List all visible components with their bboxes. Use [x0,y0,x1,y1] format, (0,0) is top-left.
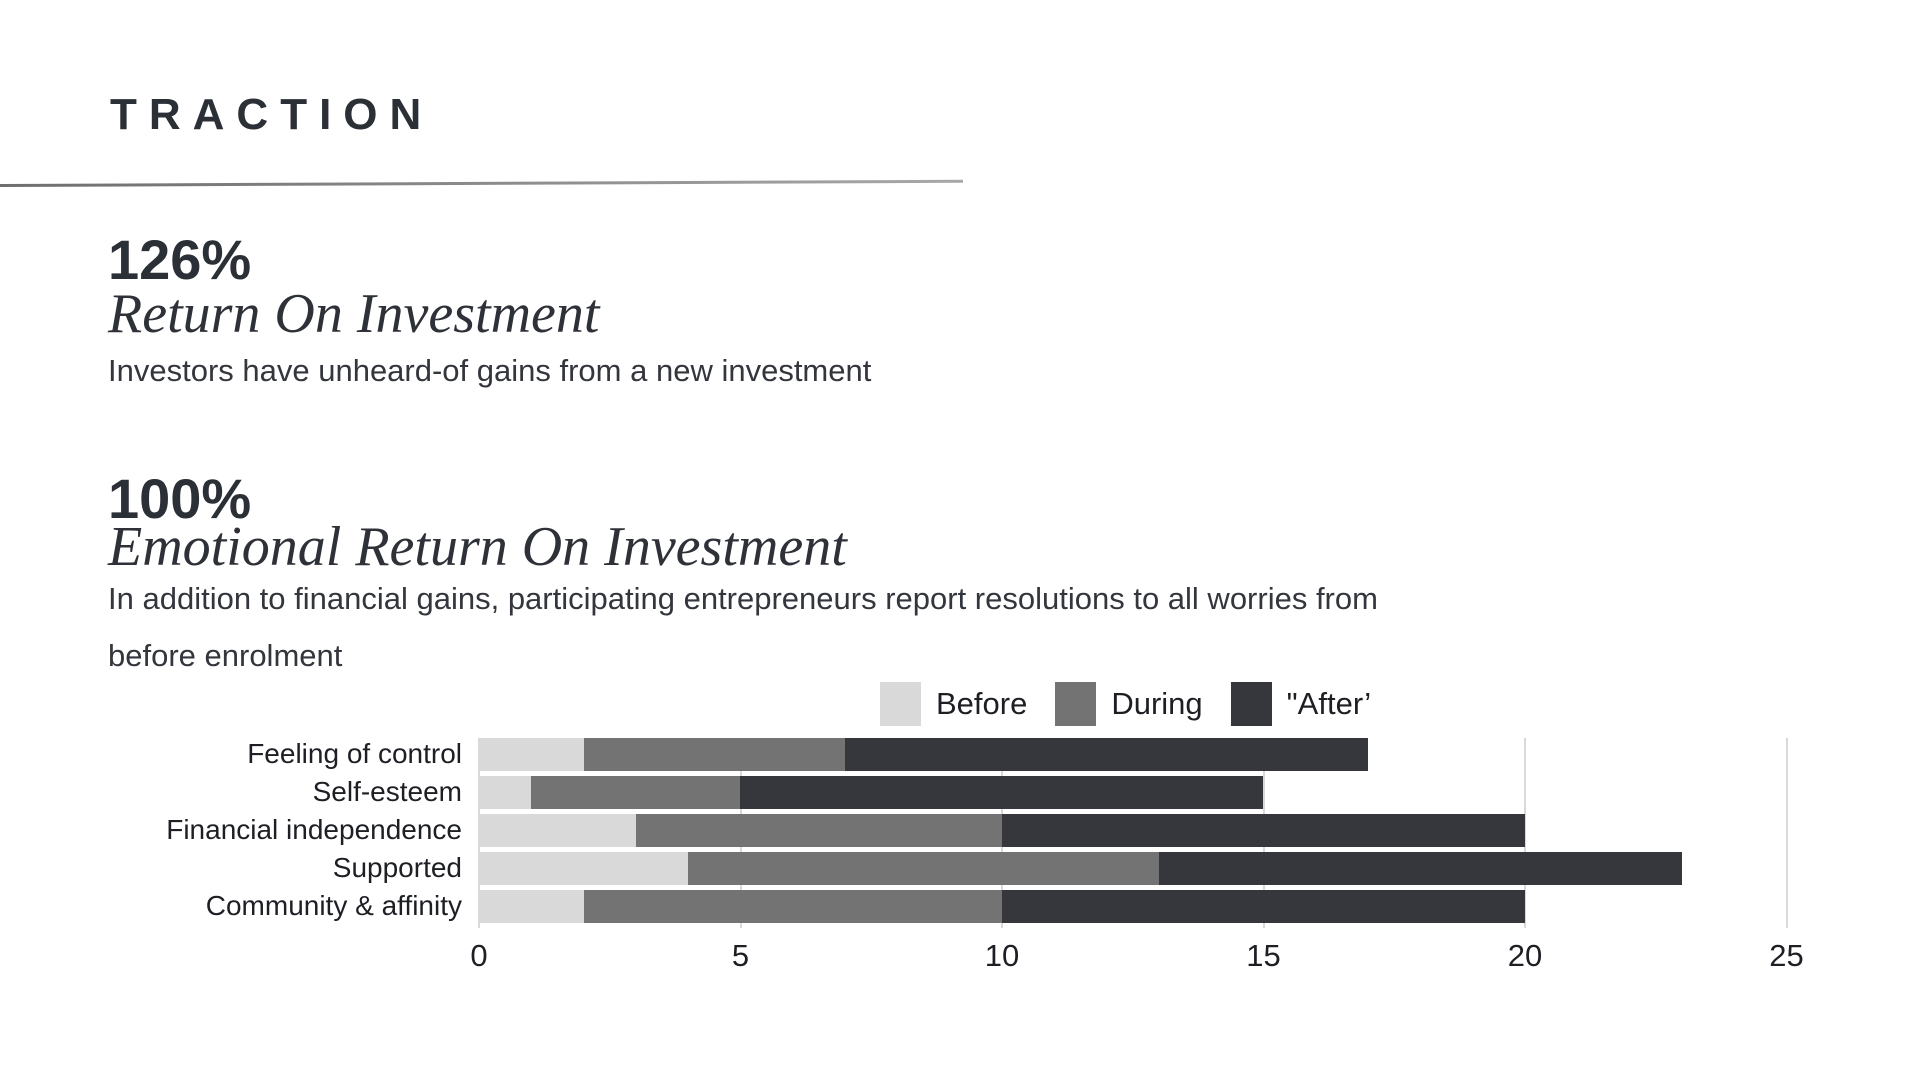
bar-segment [479,890,584,923]
x-tick-label: 15 [1246,938,1281,973]
bar-row [479,814,1525,847]
stat-value-emotional-roi: 100% [108,467,252,530]
bar-segment [635,814,1002,847]
header-divider [0,179,963,187]
bar-segment [531,776,741,809]
bar-segment [1001,890,1525,923]
bar-segment [583,738,846,771]
legend-label: During [1111,686,1203,721]
category-label: Supported [332,852,462,883]
bar-segment [479,776,532,809]
bar-segment [583,890,1002,923]
bar-row [479,738,1369,771]
legend-swatch-icon [1230,682,1272,726]
x-tick-label: 25 [1769,938,1804,973]
chart-x-axis: 0 5 10 15 20 25 [470,938,1879,978]
category-label: Feeling of control [247,738,462,769]
legend-swatch-icon [880,682,921,726]
x-tick-label: 20 [1507,938,1543,973]
legend-swatch-icon [1055,682,1097,726]
chart-legend: Before During "After’ [880,682,1371,726]
category-label: Financial independence [166,814,462,845]
bar-segment [688,852,1159,885]
chart-plot-area [478,738,1829,928]
stat-description-emotional-roi: In addition to financial gains, particip… [108,581,1378,673]
stat-value-roi: 126% [108,228,252,291]
bar-row [479,890,1525,923]
x-tick-label: 10 [984,938,1020,973]
legend-item-1: Before [880,682,1027,726]
bar-segment [740,776,1264,809]
stat-description-roi: Investors have unheard-of gains from a n… [108,353,872,388]
bar-segment [479,738,584,771]
legend-item-3: "After’ [1230,682,1372,726]
gridline [1785,738,1788,928]
bar-row [479,776,1264,809]
category-label: Self-esteem [312,776,462,807]
stat-title-roi: Return On Investment [108,283,600,345]
legend-label: "After’ [1286,686,1372,721]
bar-segment [479,814,636,847]
legend-item-2: During [1055,682,1203,726]
category-label: Community & affinity [205,890,462,921]
bar-segment [1158,852,1682,885]
bar-segment [479,852,689,885]
x-tick-label: 5 [731,938,750,973]
legend-label: Before [936,686,1028,721]
slide-kicker: TRACTION [110,90,434,139]
bar-segment [845,738,1369,771]
bar-segment [1001,814,1525,847]
bar-row [479,852,1682,885]
x-tick-label: 0 [470,938,488,973]
gridline [1524,738,1526,928]
stat-title-emotional-roi: Emotional Return On Investment [108,516,847,578]
